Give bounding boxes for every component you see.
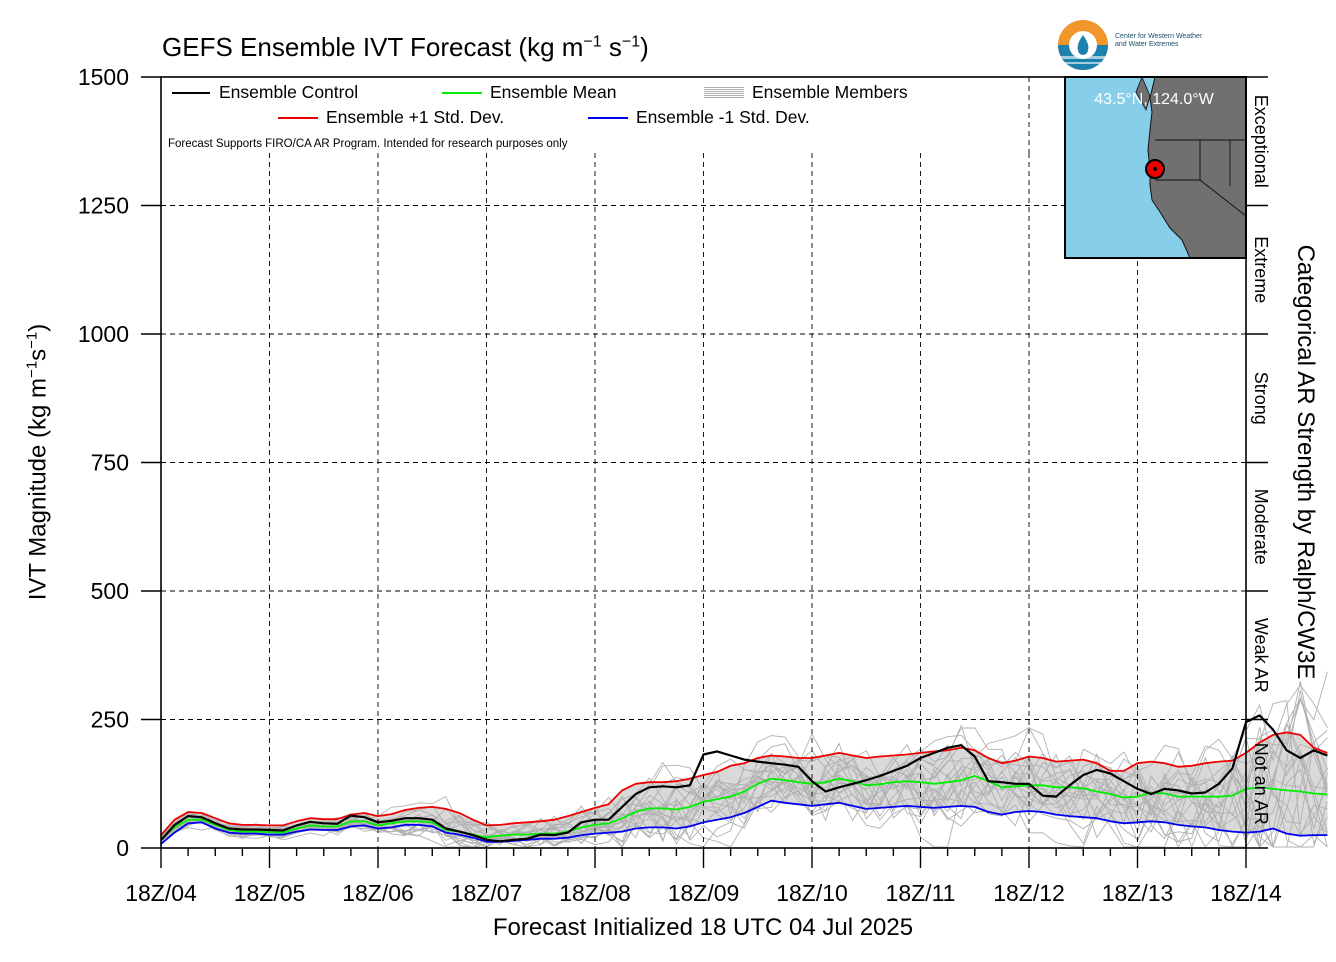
map-frame <box>1064 76 1247 259</box>
grid-lines <box>161 77 1246 848</box>
ensemble-member-line <box>160 722 1328 848</box>
x-tick-label: 18Z/04 <box>125 880 197 906</box>
location-marker-dot <box>1153 167 1157 171</box>
legend-members-swatch <box>704 86 744 98</box>
y-axis-label: IVT Magnitude (kg m−1s−1) <box>23 323 52 601</box>
category-label: Moderate <box>1251 489 1271 565</box>
legend-background <box>165 79 965 153</box>
x-tick-label: 18Z/12 <box>993 880 1065 906</box>
legend-mean-label: Ensemble Mean <box>490 82 617 102</box>
y-tick-label: 500 <box>91 578 129 604</box>
x-tick-label: 18Z/14 <box>1210 880 1282 906</box>
x-tick-label: 18Z/11 <box>886 880 956 906</box>
map-coordinates: 43.5°N, 124.0°W <box>1094 91 1214 108</box>
x-tick-label: 18Z/07 <box>451 880 523 906</box>
cw3e-logo-icon <box>1058 20 1108 70</box>
x-tick-label: 18Z/13 <box>1102 880 1174 906</box>
mean-series-line <box>160 775 1328 840</box>
ensemble-member-line <box>160 696 1328 849</box>
inset-map <box>1064 75 1247 259</box>
legend-members-label: Ensemble Members <box>752 82 908 102</box>
x-tick-label: 18Z/05 <box>234 880 306 906</box>
legend-plus-label: Ensemble +1 Std. Dev. <box>326 107 505 127</box>
x-tick-label: 18Z/09 <box>668 880 740 906</box>
y-tick-label: 1250 <box>78 193 129 219</box>
legend-minus-swatch <box>588 117 628 119</box>
category-label: Strong <box>1251 372 1271 425</box>
y-tick-label: 250 <box>91 707 129 733</box>
series-lines <box>160 714 1328 845</box>
chart-title: GEFS Ensemble IVT Forecast (kg m−1 s−1) <box>162 32 649 62</box>
ensemble-member-line <box>160 750 1328 842</box>
axes: 0 250 500 750 1000 1250 1500 18Z/04 18Z/05 18Z/06… <box>78 64 1282 906</box>
legend-mean-swatch <box>442 92 482 94</box>
map-island <box>1135 75 1151 112</box>
plus-series-line <box>160 731 1328 836</box>
control-series-line <box>160 714 1328 843</box>
category-label: Not an AR <box>1251 743 1271 825</box>
logo-text: Center for Western Weather and Water Extr… <box>1115 33 1203 48</box>
right-axis-label: Categorical AR Strength by Ralph/CW3E <box>1292 244 1319 680</box>
y-tick-label: 0 <box>116 835 129 861</box>
disclaimer-note: Forecast Supports FIRO/CA AR Program. In… <box>168 138 568 150</box>
minus-series-line <box>160 799 1328 845</box>
x-tick-label: 18Z/10 <box>776 880 848 906</box>
legend-plus-swatch <box>278 117 318 119</box>
y-tick-label: 1500 <box>78 64 129 90</box>
category-label: Exceptional <box>1251 95 1271 188</box>
category-label: Extreme <box>1251 236 1271 303</box>
legend-minus-label: Ensemble -1 Std. Dev. <box>636 107 810 127</box>
x-tick-label: 18Z/08 <box>559 880 631 906</box>
x-axis-label: Forecast Initialized 18 UTC 04 Jul 2025 <box>492 914 914 941</box>
legend-control-swatch <box>172 92 210 94</box>
y-tick-label: 750 <box>91 450 129 476</box>
legend-control-label: Ensemble Control <box>219 82 359 102</box>
category-label: Weak AR <box>1251 618 1271 693</box>
x-tick-label: 18Z/06 <box>342 880 414 906</box>
y-tick-label: 1000 <box>78 321 129 347</box>
legend-box <box>165 79 965 153</box>
